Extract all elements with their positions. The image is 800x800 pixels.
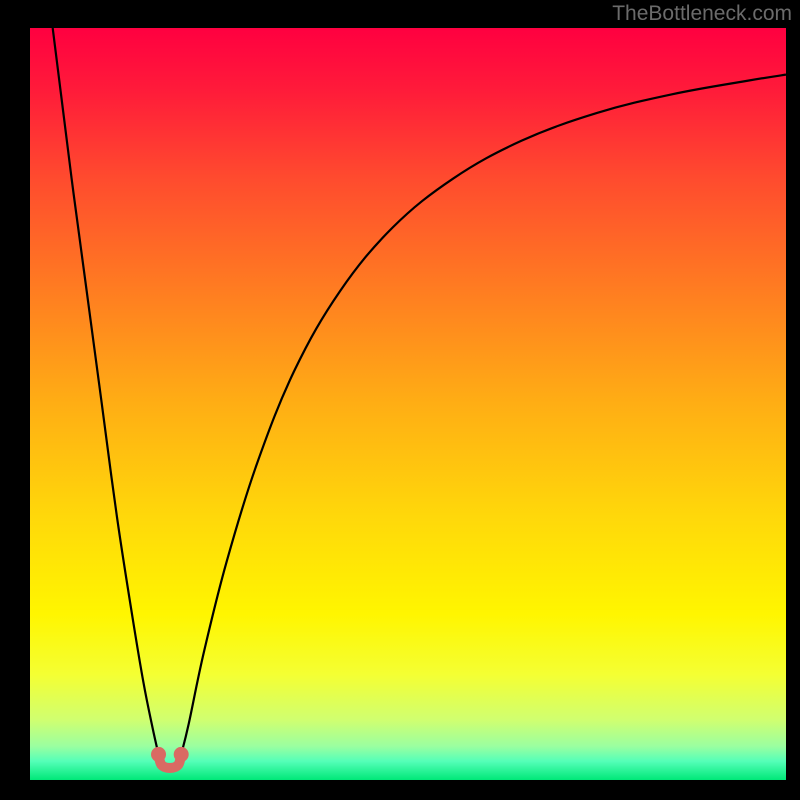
watermark-text: TheBottleneck.com: [612, 2, 792, 26]
valley-marker-endpoint-left: [151, 747, 166, 762]
gradient-background: [30, 28, 786, 780]
chart-frame: TheBottleneck.com: [0, 0, 800, 800]
bottleneck-chart: [30, 28, 786, 780]
valley-marker-endpoint-right: [174, 747, 189, 762]
